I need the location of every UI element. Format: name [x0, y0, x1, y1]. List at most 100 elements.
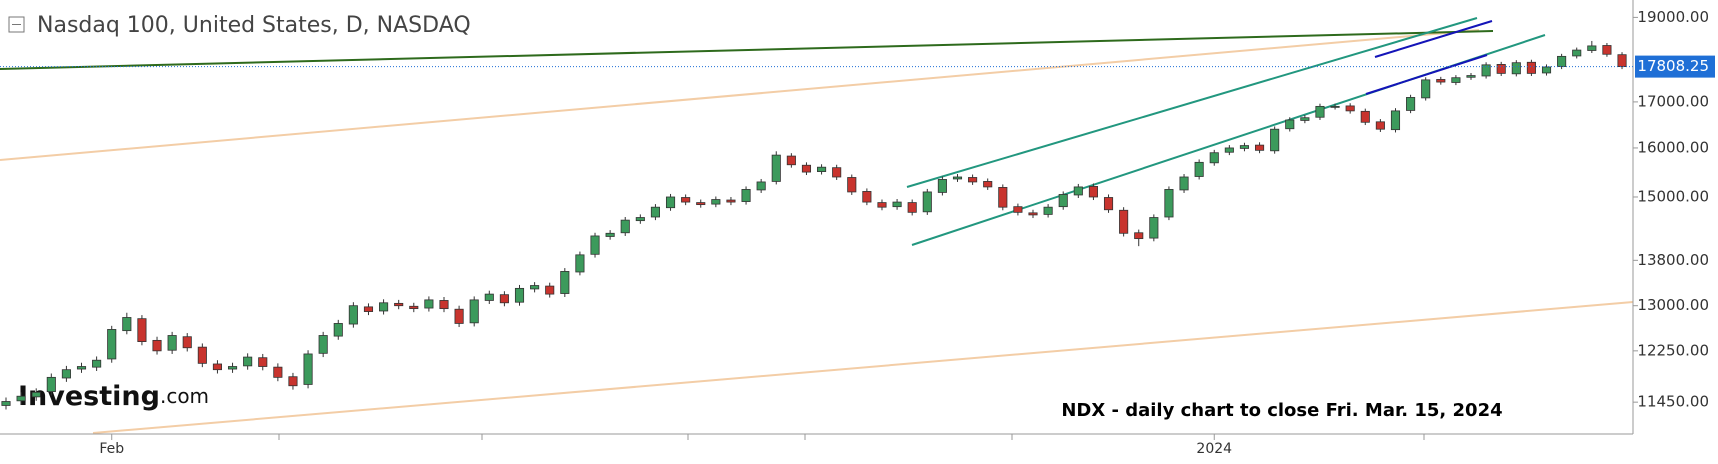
x-tick-label: 2024 — [1196, 441, 1232, 457]
candle-body — [862, 191, 872, 203]
candle-body — [92, 359, 102, 368]
candle-body — [1119, 209, 1129, 234]
candle-body — [922, 191, 932, 213]
candle-body — [273, 366, 283, 378]
candle-body — [681, 197, 691, 203]
candle-body — [333, 323, 343, 337]
watermark-suffix: .com — [160, 384, 209, 408]
candle-body — [756, 181, 766, 191]
candle-body — [258, 357, 268, 367]
candle-body — [1421, 79, 1431, 99]
collapse-icon[interactable] — [8, 16, 25, 33]
candle-body — [665, 196, 676, 209]
candle-body — [1300, 117, 1310, 121]
candle-body — [1103, 197, 1114, 211]
y-tick-label: 11450.00 — [1637, 393, 1709, 411]
candle-body — [998, 187, 1008, 208]
candle-body — [635, 217, 645, 222]
candle-body — [348, 305, 358, 325]
candle-body — [1557, 55, 1567, 67]
candle-body — [1481, 64, 1491, 77]
candle-body — [1194, 161, 1204, 177]
y-tick-label: 17000.00 — [1637, 92, 1709, 110]
candle-body — [575, 254, 585, 273]
watermark: Investing.com — [18, 381, 209, 412]
candle-body — [1073, 186, 1083, 196]
candle-body — [1451, 77, 1461, 83]
candle-body — [1602, 45, 1612, 55]
candle-body — [379, 302, 389, 312]
candle-body — [847, 177, 857, 193]
x-minor-ticks — [278, 434, 1425, 440]
candle-body — [1375, 121, 1385, 130]
candle-body — [152, 339, 162, 352]
candle-body — [1572, 49, 1582, 57]
candles — [1, 40, 1627, 410]
chart-title: Nasdaq 100, United States, D, NASDAQ — [37, 13, 471, 38]
last-price-label: 17808.25 — [1637, 57, 1709, 75]
candle-body — [1511, 62, 1521, 75]
candle-body — [545, 285, 555, 295]
candle-body — [484, 293, 494, 301]
candle-body — [1164, 189, 1174, 218]
candle-body — [1390, 110, 1401, 131]
candle-body — [409, 305, 419, 310]
candle-body — [1345, 105, 1355, 112]
annotation: NDX - daily chart to close Fri. Mar. 15,… — [1061, 400, 1502, 421]
candle-body — [122, 317, 132, 332]
candle-body — [983, 181, 993, 188]
trend-line — [0, 30, 1494, 70]
candle-body — [560, 271, 570, 294]
candle-body — [968, 177, 978, 183]
candle-body — [1436, 79, 1446, 83]
candle-body — [107, 329, 117, 360]
trend-line — [906, 17, 1478, 188]
y-tick-label: 13800.00 — [1637, 251, 1709, 269]
candle-body — [288, 376, 298, 387]
candle-body — [137, 318, 147, 343]
candle-body — [1043, 206, 1053, 215]
candle-body — [937, 179, 947, 193]
candle-body — [424, 299, 434, 309]
candle-body — [1496, 64, 1506, 74]
candle-body — [1270, 128, 1280, 152]
candle-body — [182, 336, 192, 349]
candle-body — [650, 206, 660, 218]
candle-body — [801, 164, 812, 173]
candle-body — [514, 287, 525, 303]
y-tick-label: 13000.00 — [1637, 296, 1709, 314]
candle-body — [1209, 152, 1219, 164]
candle-body — [1330, 105, 1340, 108]
candle-body — [363, 306, 374, 312]
candle-body — [741, 189, 751, 202]
watermark-brand: Investing — [18, 381, 160, 412]
y-tick-label: 16000.00 — [1637, 138, 1709, 156]
candle-body — [439, 300, 449, 310]
candle-body — [952, 176, 963, 180]
candle-body — [16, 395, 26, 402]
candle-body — [696, 202, 706, 206]
candle-body — [499, 294, 509, 304]
y-tick-label: 15000.00 — [1637, 187, 1709, 205]
candle-body — [711, 199, 721, 205]
candle-body — [1617, 54, 1627, 68]
candle-body — [1239, 145, 1250, 149]
trend-line — [92, 301, 1634, 434]
candle-body — [318, 335, 328, 354]
candle-body — [605, 232, 615, 237]
y-tick-label: 19000.00 — [1637, 8, 1709, 26]
candle-body — [212, 363, 222, 371]
candle-body — [1149, 217, 1159, 239]
candle-body — [46, 376, 56, 393]
trend-lines — [0, 17, 1634, 434]
candle-body — [1179, 176, 1189, 191]
candle-body — [1315, 105, 1325, 118]
candle-body — [817, 166, 827, 172]
trend-line — [1374, 20, 1493, 58]
candle-body — [892, 201, 902, 208]
candle-body — [1255, 144, 1265, 151]
candle-body — [771, 154, 781, 182]
candle-body — [1466, 75, 1476, 78]
candle-body — [1224, 147, 1234, 153]
